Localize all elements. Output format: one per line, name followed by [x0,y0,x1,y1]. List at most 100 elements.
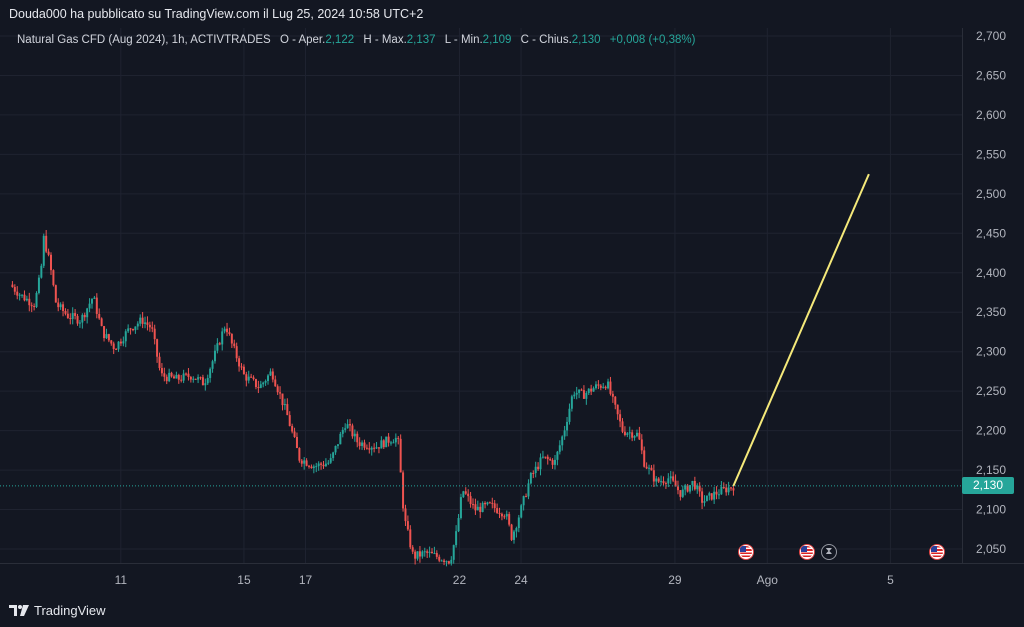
candle-body [45,235,48,252]
price-chart[interactable]: 2,700 2,650 2,600 2,550 2,500 2,450 2,400 2,350… [0,28,1024,597]
candle-body [76,315,79,324]
candle-body [573,394,576,397]
candle-body [223,328,226,332]
candle-body [228,332,231,334]
candle-body [404,508,407,522]
candle-body [363,442,366,448]
candle-body [283,404,286,406]
candle-body [380,440,383,449]
candle-body [259,384,262,388]
candle-body [515,528,518,532]
candle-body [279,392,282,394]
candle-body [710,493,713,500]
candle-body [110,340,113,344]
candle-body [134,326,137,331]
x-tick-label: 5 [887,573,894,587]
candle-body [623,431,626,435]
candle-body [163,373,166,377]
candle-body [443,560,446,563]
candle-body [696,485,699,490]
candle-body [669,476,672,479]
candle-body [640,439,643,451]
candle-body [387,436,390,443]
candle-body [52,270,55,286]
candle-body [122,341,125,344]
candle-body [344,428,347,430]
candle-body [455,531,458,546]
candle-body [517,517,520,529]
x-tick-label: 15 [237,573,251,587]
candle-body [534,466,537,474]
candle-body [397,437,400,439]
candle-body [262,382,265,385]
us-flag-icon[interactable] [737,544,754,560]
candle-body [481,502,484,512]
candle-body [281,393,284,406]
candle-body [146,322,149,325]
candle-body [368,448,371,450]
y-tick-label: 2,500 [976,187,1006,201]
candle-body [42,235,45,266]
candle-body [551,460,554,465]
y-tick-label: 2,050 [976,542,1006,556]
candle-body [566,421,569,431]
candle-body [226,328,229,333]
close-label: C - Chius. [520,34,572,46]
candle-body [532,472,535,474]
candle-body [672,476,675,481]
candle-body [392,442,395,444]
candle-body [168,372,171,382]
candle-body [382,440,385,448]
candle-body [450,559,453,564]
high-value: 2,137 [406,34,436,46]
candle-body [59,304,62,308]
candle-body [295,436,298,449]
candle-body [310,466,313,469]
candle-body [467,493,470,497]
candle-body [298,448,301,461]
candle-body [264,380,267,383]
candle-body [11,284,14,288]
y-tick-label: 2,600 [976,108,1006,122]
low-label: L - Min. [444,34,483,46]
candle-body [462,491,465,498]
candle-body [585,392,588,399]
candle-body [399,438,402,473]
candle-body [722,487,725,489]
candle-body [667,478,670,484]
tradingview-brand[interactable]: TradingView [9,603,106,618]
candle-body [578,389,581,393]
hourglass-icon[interactable]: ⧗ [820,544,837,560]
candle-body [312,466,315,469]
x-tick-label: 29 [668,573,682,587]
candle-body [445,561,448,563]
candle-body [520,505,523,518]
candle-body [153,328,156,340]
candle-body [177,374,180,380]
candle-body [356,433,359,443]
candle-body [522,496,525,506]
us-flag-icon[interactable] [799,544,816,560]
candle-body [199,377,202,379]
candle-body [230,333,233,344]
candle-body [681,489,684,497]
candle-body [503,516,506,518]
candle-body [491,502,494,504]
candle-body [553,459,556,465]
candle-body [346,424,349,429]
candle-body [206,377,209,384]
candle-body [317,463,320,467]
candle-body [609,381,612,394]
candle-body [204,383,207,386]
candle-body [93,297,96,299]
candle-body [288,415,291,427]
candle-body [271,371,274,380]
candle-body [21,294,24,296]
us-flag-icon[interactable] [928,544,945,560]
y-tick-label: 2,650 [976,68,1006,82]
candle-body [247,376,250,381]
y-tick-label: 2,300 [976,345,1006,359]
candle-body [698,485,701,492]
candle-body [655,478,658,482]
candle-body [78,322,81,324]
